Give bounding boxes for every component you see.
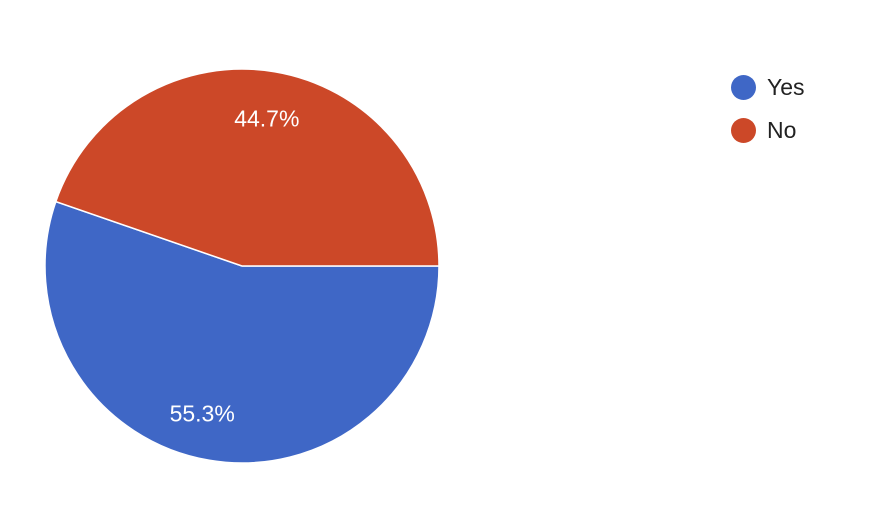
data-label-yes: 55.3% (170, 401, 235, 427)
legend-swatch-yes (731, 75, 756, 100)
pie-slice-yes[interactable] (44, 200, 440, 464)
data-label-no: 44.7% (234, 105, 299, 131)
legend-item-no[interactable]: No (731, 109, 805, 152)
legend-label-yes: Yes (767, 74, 805, 100)
legend-swatch-no (731, 118, 756, 143)
legend: Yes No (731, 66, 805, 152)
pie-slice-no[interactable] (54, 68, 440, 267)
legend-label-no: No (767, 117, 797, 143)
legend-item-yes[interactable]: Yes (731, 66, 805, 109)
